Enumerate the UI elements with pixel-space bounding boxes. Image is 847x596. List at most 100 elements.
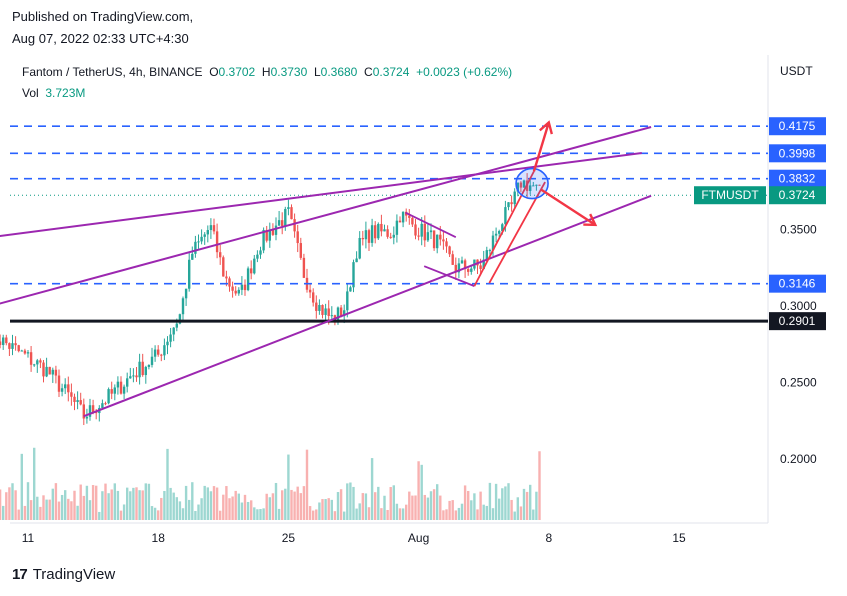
candle-body (336, 307, 340, 323)
volume-bar (519, 506, 523, 520)
candle-body (370, 225, 374, 243)
level-price-badge (769, 312, 826, 331)
volume-bar (166, 448, 169, 520)
candle-body (268, 229, 271, 241)
candle-body (163, 345, 166, 356)
volume-bar (147, 483, 151, 520)
volume-bar (339, 489, 343, 520)
candle-body (265, 229, 268, 241)
candle-body (417, 235, 420, 237)
volume-group (0, 447, 541, 520)
candle-body (48, 366, 51, 375)
volume-bar (370, 458, 374, 520)
candle-body (222, 257, 225, 277)
highlight-circle (515, 167, 549, 200)
volume-bar (389, 487, 392, 520)
volume-bar (26, 482, 30, 520)
x-tick-label: Aug (408, 531, 429, 545)
volume-bar (1, 505, 5, 520)
open-value: 0.3702 (218, 65, 256, 79)
candle-body (79, 400, 82, 405)
x-tick-label: 8 (545, 531, 552, 545)
volume-legend: Vol 3.723M (22, 86, 85, 100)
candle-body (327, 308, 330, 316)
volume-bar (463, 485, 467, 520)
volume-bar (361, 493, 364, 520)
candle-body (64, 384, 67, 389)
volume-bar (200, 498, 203, 520)
candle-body (60, 388, 64, 392)
candle-body (529, 185, 532, 191)
volume-bar (532, 509, 535, 520)
candle-body (33, 364, 36, 366)
candle-body (82, 404, 85, 419)
candle-body (262, 229, 265, 251)
volume-bar (29, 500, 33, 520)
candle-body (188, 259, 191, 289)
volume-bar (157, 510, 160, 520)
candle-body (5, 337, 8, 344)
volume-bar (296, 486, 299, 520)
volume-bar (349, 482, 352, 520)
candle-body (113, 387, 116, 394)
candle-body (315, 302, 318, 311)
volume-bar (225, 486, 228, 520)
volume-bar (333, 511, 337, 520)
volume-bar (302, 486, 306, 520)
candle-body (339, 307, 343, 317)
volume-bar (126, 487, 129, 520)
volume-bar (79, 484, 82, 520)
candle-body (377, 223, 380, 239)
volume-bar (367, 507, 371, 520)
volume-bar (343, 511, 346, 520)
tradingview-footer[interactable]: 17 TradingView (12, 566, 115, 583)
volume-bar (178, 501, 182, 520)
candle-body (166, 341, 169, 346)
candle-body (157, 349, 160, 355)
volume-bar (439, 495, 442, 520)
volume-bar (401, 508, 405, 520)
volume-bar (262, 508, 265, 520)
candle-body (445, 241, 448, 247)
volume-bar (33, 447, 36, 520)
candle-body (318, 305, 321, 311)
volume-bar (14, 490, 17, 520)
candle-body (107, 389, 110, 404)
volume-label[interactable]: Vol (22, 86, 39, 100)
candle-body (364, 230, 368, 240)
volume-bar (98, 511, 101, 520)
volume-bar (215, 487, 219, 520)
candle-body (395, 220, 399, 235)
volume-bar (197, 504, 200, 520)
candle-body (330, 315, 333, 317)
volume-bar (57, 501, 61, 520)
candle-body (358, 237, 361, 259)
candle-body (479, 265, 482, 270)
candle-body (274, 225, 278, 235)
volume-bar (104, 483, 107, 520)
ohlc-legend: Fantom / TetherUS, 4h, BINANCE O0.3702 H… (22, 65, 512, 79)
candle-body (153, 349, 157, 357)
x-tick-label: 11 (22, 531, 35, 545)
candle-body (116, 381, 120, 388)
symbol-title[interactable]: Fantom / TetherUS, 4h, BINANCE (22, 65, 203, 79)
volume-bar (54, 483, 58, 520)
volume-bar (70, 501, 73, 520)
volume-bar (113, 483, 116, 520)
candle-body (290, 207, 293, 220)
volume-bar (488, 482, 492, 520)
arrow-up-shaft (532, 122, 550, 172)
volume-bar (268, 497, 271, 520)
candle-body (439, 234, 442, 240)
volume-bar (445, 509, 448, 520)
close-value: 0.3724 (372, 65, 410, 79)
candle-body (287, 207, 290, 210)
volume-bar (88, 500, 92, 520)
candle-body (119, 381, 123, 394)
volume-bar (48, 499, 51, 520)
volume-bar (467, 490, 470, 520)
volume-bar (228, 498, 231, 520)
candle-body (231, 286, 234, 291)
volume-bar (305, 449, 309, 520)
